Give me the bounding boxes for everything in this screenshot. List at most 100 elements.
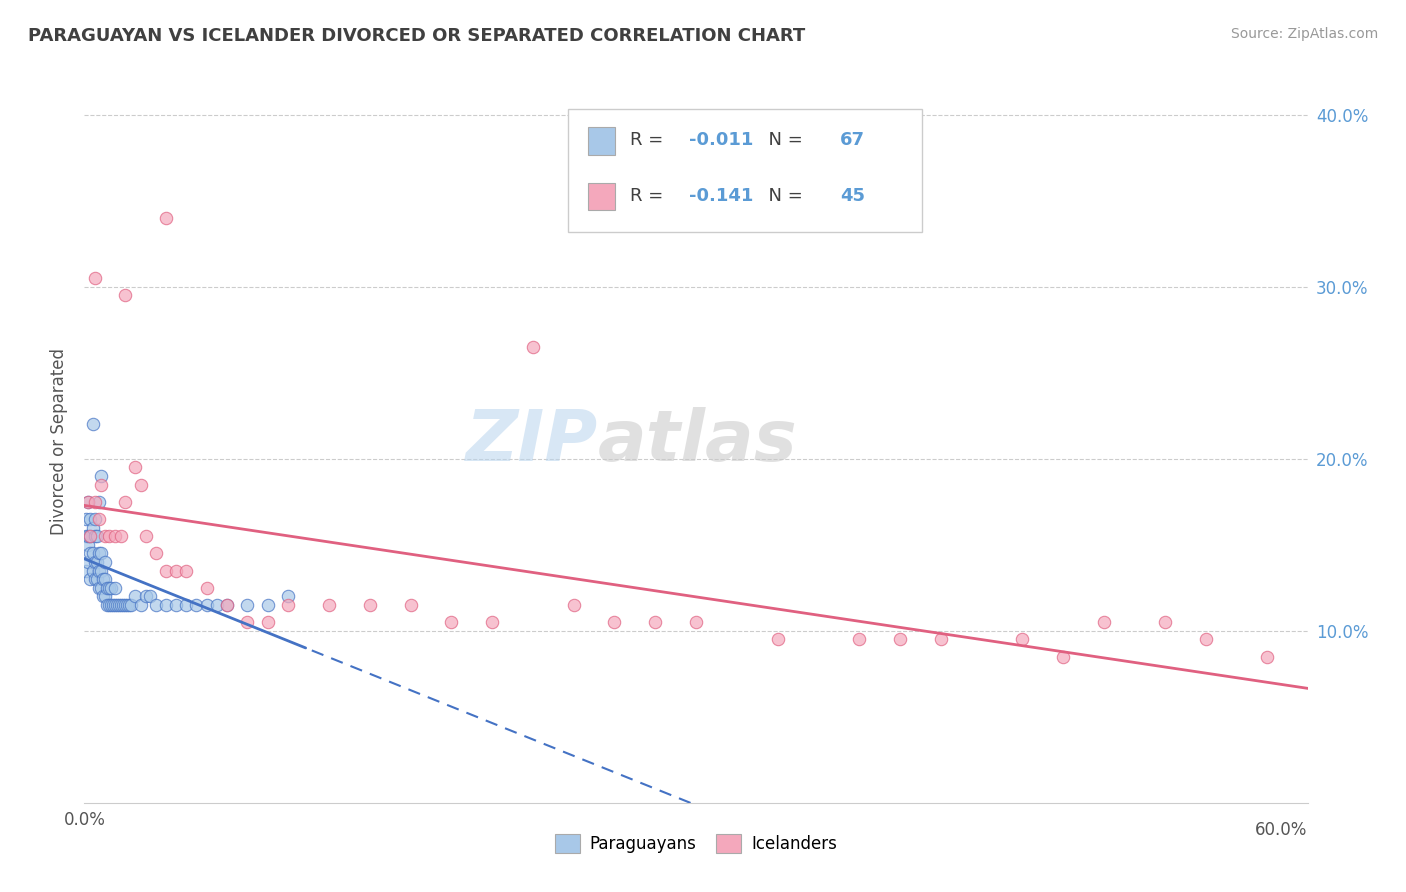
Point: [440, 615, 463, 630]
Point: [87, 494, 110, 508]
Point: [257, 615, 280, 630]
Point: [929, 632, 952, 647]
Point: [83, 271, 105, 285]
FancyBboxPatch shape: [588, 183, 616, 211]
Point: [90, 564, 112, 578]
Y-axis label: Divorced or Separated: Divorced or Separated: [51, 348, 69, 535]
Point: [766, 632, 789, 647]
Point: [75, 564, 97, 578]
Point: [114, 288, 136, 302]
Point: [236, 615, 259, 630]
Point: [114, 598, 136, 612]
Point: [86, 555, 108, 569]
Text: 60.0%: 60.0%: [1256, 821, 1308, 838]
Point: [77, 538, 100, 552]
Point: [145, 546, 167, 560]
Text: R =: R =: [630, 187, 669, 205]
Point: [83, 512, 105, 526]
Point: [87, 546, 110, 560]
Point: [848, 632, 870, 647]
Point: [83, 555, 105, 569]
Point: [86, 529, 108, 543]
Point: [87, 581, 110, 595]
Text: ZIP: ZIP: [465, 407, 598, 476]
Point: [93, 572, 115, 586]
Point: [236, 598, 259, 612]
Point: [138, 590, 160, 604]
Text: PARAGUAYAN VS ICELANDER DIVORCED OR SEPARATED CORRELATION CHART: PARAGUAYAN VS ICELANDER DIVORCED OR SEPA…: [28, 27, 806, 45]
Point: [522, 340, 544, 354]
Point: [257, 598, 280, 612]
Point: [217, 598, 239, 612]
Point: [82, 417, 104, 432]
Point: [100, 598, 122, 612]
Point: [79, 529, 101, 543]
Point: [79, 512, 101, 526]
Point: [96, 581, 118, 595]
Point: [131, 598, 153, 612]
Point: [82, 546, 104, 560]
Point: [82, 520, 104, 534]
Point: [120, 598, 142, 612]
Point: [77, 555, 100, 569]
Text: R =: R =: [630, 131, 669, 149]
Point: [77, 494, 100, 508]
Point: [91, 590, 114, 604]
Point: [83, 572, 105, 586]
Point: [97, 598, 120, 612]
Point: [90, 581, 112, 595]
Point: [186, 598, 208, 612]
Point: [83, 529, 105, 543]
Point: [174, 564, 197, 578]
Point: [195, 581, 218, 595]
Point: [399, 598, 422, 612]
Point: [124, 590, 146, 604]
Point: [165, 564, 187, 578]
Point: [359, 598, 381, 612]
Point: [205, 598, 228, 612]
Text: -0.011: -0.011: [689, 131, 754, 149]
Point: [277, 598, 299, 612]
Point: [87, 564, 110, 578]
Point: [86, 572, 108, 586]
Point: [644, 615, 666, 630]
Text: -0.141: -0.141: [689, 187, 754, 205]
Text: N =: N =: [758, 131, 808, 149]
Point: [101, 598, 124, 612]
Point: [174, 598, 197, 612]
Point: [114, 494, 136, 508]
Point: [75, 529, 97, 543]
Point: [83, 494, 105, 508]
Point: [1092, 615, 1115, 630]
Point: [165, 598, 187, 612]
Point: [217, 598, 239, 612]
Point: [685, 615, 707, 630]
Point: [603, 615, 626, 630]
Legend: Paraguayans, Icelanders: Paraguayans, Icelanders: [548, 827, 844, 860]
Point: [1154, 615, 1177, 630]
Point: [118, 598, 141, 612]
Point: [105, 598, 128, 612]
Point: [155, 598, 177, 612]
FancyBboxPatch shape: [588, 128, 616, 154]
Point: [90, 469, 112, 483]
Point: [87, 512, 110, 526]
Point: [195, 598, 218, 612]
Point: [90, 477, 112, 491]
Text: Source: ZipAtlas.com: Source: ZipAtlas.com: [1230, 27, 1378, 41]
Point: [115, 598, 138, 612]
Point: [93, 529, 115, 543]
Point: [562, 598, 585, 612]
Point: [91, 572, 114, 586]
Point: [79, 529, 101, 543]
Point: [97, 581, 120, 595]
Point: [1256, 649, 1278, 664]
Text: atlas: atlas: [598, 407, 797, 476]
Point: [1052, 649, 1074, 664]
Point: [110, 529, 132, 543]
Point: [889, 632, 911, 647]
Point: [75, 512, 97, 526]
Point: [110, 598, 132, 612]
Point: [104, 529, 127, 543]
Point: [79, 546, 101, 560]
